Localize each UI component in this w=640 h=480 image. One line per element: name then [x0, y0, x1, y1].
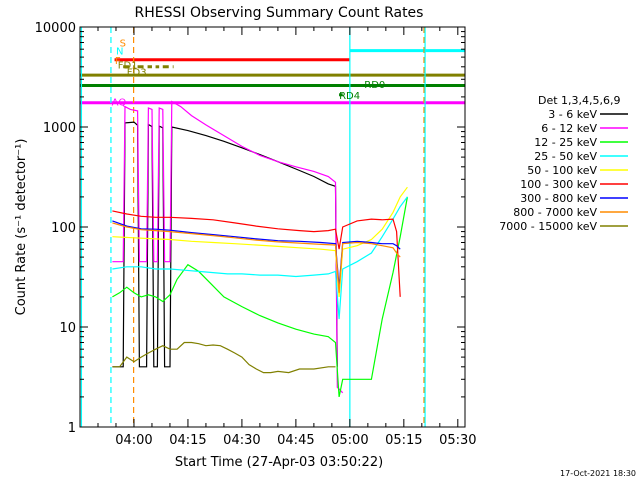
annotation-label: F	[115, 56, 121, 67]
series-line-5	[112, 210, 401, 297]
legend-entry-label: 100 - 300 keV	[520, 178, 597, 191]
annotation-label: FD3	[127, 67, 147, 78]
x-axis-label: Start Time (27-Apr-03 03:50:22)	[175, 455, 383, 470]
annotation-label: AQ	[112, 97, 127, 108]
series-line-7	[112, 222, 401, 293]
series-line-2	[112, 196, 408, 398]
x-tick-label: 04:30	[223, 433, 260, 448]
y-tick-label: 1	[68, 421, 76, 436]
x-axis: 04:00 04:15 04:30 04:45 05:00 05:15 05:30	[97, 27, 477, 448]
series-line-3	[112, 196, 408, 320]
footer-date: 17-Oct-2021 18:30	[560, 469, 636, 478]
annotation-label: N	[116, 47, 123, 58]
chart-title: RHESSI Observing Summary Count Rates	[135, 5, 424, 21]
y-tick-label: 1000	[43, 121, 76, 136]
series-line-0	[112, 121, 338, 368]
series-line-6	[112, 220, 401, 288]
x-tick-label: 05:15	[385, 433, 422, 448]
x-tick-label: 05:30	[439, 433, 476, 448]
x-tick-label: 04:45	[277, 433, 314, 448]
series-line-8	[112, 341, 336, 374]
annotation-label: RD4	[339, 91, 360, 102]
y-axis: 1 10 100 1000 10000	[35, 21, 465, 436]
annotation-label: RD0	[364, 80, 385, 91]
legend-entry-label: 3 - 6 keV	[548, 108, 597, 121]
y-tick-label: 10000	[35, 21, 76, 36]
x-tick-label: 05:00	[331, 433, 368, 448]
legend-entry-label: 800 - 7000 keV	[513, 206, 597, 219]
legend-title: Det 1,3,4,5,6,9	[538, 94, 621, 107]
legend-entry-label: 12 - 25 keV	[534, 136, 597, 149]
series-line-4	[112, 186, 408, 297]
annotation-label: S	[120, 38, 126, 49]
y-tick-label: 100	[51, 221, 76, 236]
legend-entry-label: 25 - 50 keV	[534, 150, 597, 163]
legend-entry-label: 300 - 800 keV	[520, 192, 597, 205]
annotation-label: FD1	[118, 61, 138, 72]
y-axis-label: Count Rate (s⁻¹ detector⁻¹)	[14, 139, 29, 316]
y-tick-label: 10	[59, 321, 76, 336]
x-tick-label: 04:15	[169, 433, 206, 448]
legend-entry-label: 6 - 12 keV	[541, 122, 597, 135]
x-tick-label: 04:00	[115, 433, 152, 448]
series-line-1	[112, 100, 344, 394]
legend-entry-label: 7000 - 15000 keV	[499, 220, 597, 233]
legend-entry-label: 50 - 100 keV	[527, 164, 597, 177]
